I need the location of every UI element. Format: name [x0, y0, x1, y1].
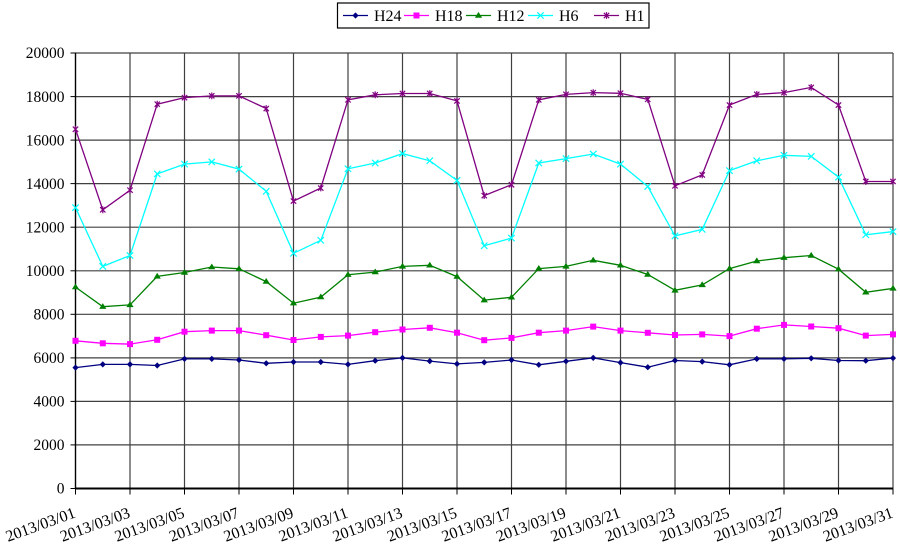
svg-text:H1: H1 [625, 8, 645, 25]
svg-text:16000: 16000 [26, 132, 65, 149]
svg-text:10000: 10000 [26, 263, 65, 280]
svg-text:H6: H6 [559, 8, 579, 25]
svg-text:8000: 8000 [34, 307, 65, 324]
svg-text:2000: 2000 [34, 437, 65, 454]
svg-text:14000: 14000 [26, 176, 65, 193]
svg-text:12000: 12000 [26, 219, 65, 236]
svg-text:18000: 18000 [26, 89, 65, 106]
svg-text:H12: H12 [497, 8, 525, 25]
svg-text:H18: H18 [435, 8, 463, 25]
svg-text:H24: H24 [374, 8, 402, 25]
svg-text:0: 0 [57, 481, 65, 498]
svg-text:20000: 20000 [26, 45, 65, 62]
svg-text:6000: 6000 [34, 350, 65, 367]
svg-text:4000: 4000 [34, 394, 65, 411]
